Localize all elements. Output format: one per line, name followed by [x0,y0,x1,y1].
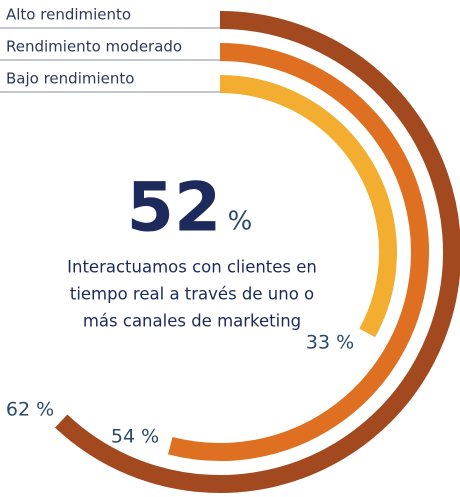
legend-label: Alto rendimiento [6,6,131,24]
description-line: tiempo real a través de uno o [70,285,314,304]
arc-bar [219,75,397,338]
value-label: 62 % [6,399,54,421]
legend-label: Rendimiento moderado [6,38,182,56]
description-line: más canales de marketing [83,312,301,331]
arc-bar [55,11,460,493]
legend-label: Bajo rendimiento [6,70,134,88]
description-line: Interactuamos con clientes en [67,258,317,277]
value-label: 54 % [111,426,159,448]
center-value: 52 [127,169,222,248]
value-label: 33 % [306,332,354,354]
arc-bar [168,43,429,461]
center-unit: % [228,207,253,237]
